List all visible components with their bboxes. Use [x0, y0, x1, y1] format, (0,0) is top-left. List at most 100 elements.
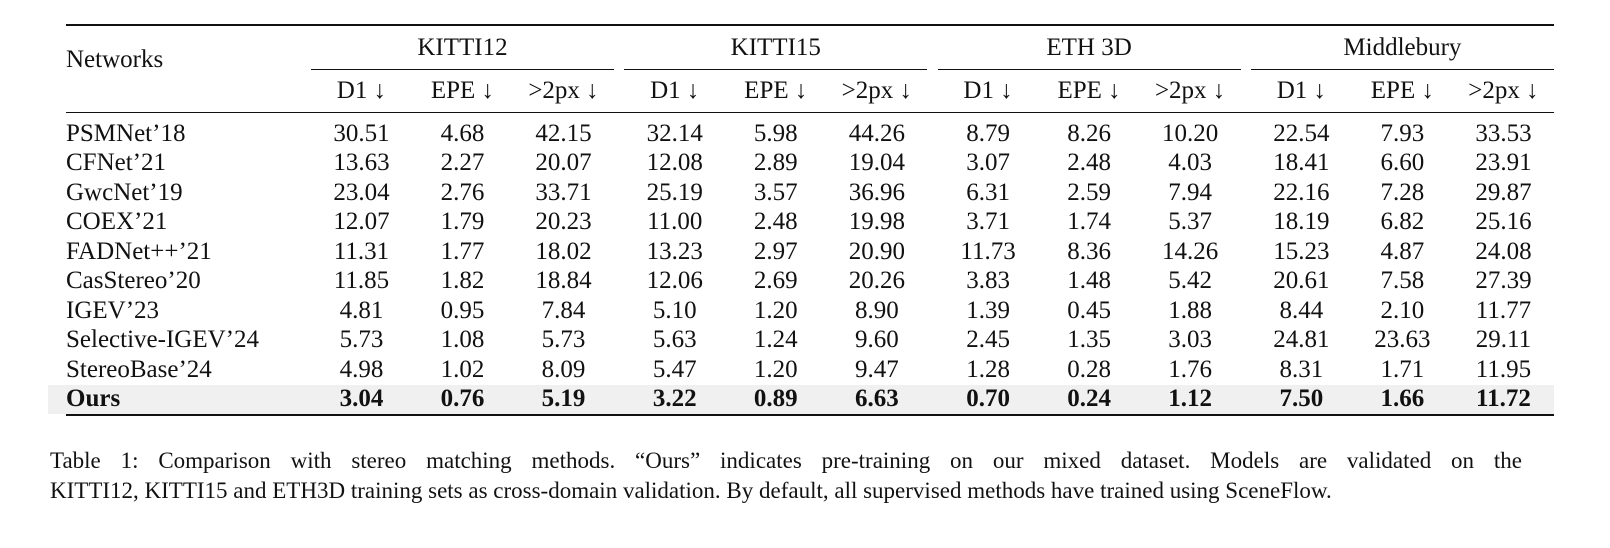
metric-value: 20.07 [535, 149, 592, 177]
metric-value: 12.08 [646, 149, 703, 177]
table-row: IGEV’23 4.81 0.95 7.84 5.10 1.20 8.90 1.39 0.45 1… [66, 296, 1554, 326]
table-row: FADNet++’21 11.31 1.77 18.02 13.23 2.97 20.90 1… [66, 237, 1554, 267]
metric-value: 19.04 [848, 149, 905, 177]
network-name: StereoBase’24 [66, 355, 212, 383]
metric-value: 24.08 [1475, 237, 1532, 265]
metric-value: 11.77 [1475, 296, 1532, 324]
metric-value: 0.45 [1067, 296, 1111, 324]
metric-header: D1 ↓ [937, 70, 1039, 113]
metric-value: 11.85 [333, 267, 390, 295]
gap-cell [927, 296, 937, 326]
metric-value: 1.48 [1067, 267, 1111, 295]
metric-value: 4.68 [440, 119, 485, 147]
network-name: IGEV’23 [66, 296, 160, 324]
metric-header-row: D1 ↓ EPE ↓ >2px ↓ D1 ↓ EPE ↓ >2px ↓ D1 ↓ EPE ↓ >… [66, 70, 1554, 113]
metric-value: 1.66 [1351, 384, 1453, 415]
metric-value: 2.45 [966, 326, 1010, 354]
gap-cell [1241, 326, 1251, 356]
metric-value: 5.42 [1168, 267, 1212, 295]
metric-header: D1 ↓ [624, 70, 726, 113]
table-row: CasStereo’20 11.85 1.82 18.84 12.06 2.69 20.26… [66, 267, 1554, 297]
metric-value: 7.58 [1380, 267, 1425, 295]
metric-value: 4.81 [339, 296, 384, 324]
metric-value: 4.03 [1168, 149, 1212, 177]
group-header-kitti15: KITTI15 [624, 25, 928, 70]
network-name: CFNet’21 [66, 149, 166, 177]
metric-value: 1.24 [753, 326, 798, 354]
metric-value: 7.28 [1380, 178, 1425, 206]
results-table-container: Networks KITTI12 KITTI15 ETH 3D Middlebu… [48, 24, 1555, 416]
metric-header: >2px ↓ [1139, 70, 1241, 113]
table-row: Ours 3.04 0.76 5.19 3.22 0.89 6.63 0.70 0.24 1.12… [48, 384, 1554, 415]
table-row: Selective-IGEV’24 5.73 1.08 5.73 5.63 1.24 9.6… [66, 326, 1554, 356]
metric-value: 2.76 [440, 178, 485, 206]
gap-cell [614, 296, 624, 326]
metric-value: 0.95 [440, 296, 485, 324]
gap-cell [1241, 267, 1251, 297]
gap-cell [614, 113, 624, 149]
gap-cell [1241, 355, 1251, 385]
metric-value: 42.15 [535, 119, 592, 147]
caption-line-2: KITTI12, KITTI15 and ETH3D training sets… [50, 478, 1332, 503]
network-name: Ours [48, 384, 311, 415]
metric-header: EPE ↓ [725, 70, 827, 113]
metric-value: 2.69 [753, 267, 798, 295]
metric-value: 1.39 [966, 296, 1010, 324]
metric-value: 3.57 [753, 178, 798, 206]
metric-value: 7.93 [1380, 119, 1425, 147]
metric-value: 8.26 [1067, 119, 1111, 147]
metric-value: 25.19 [646, 178, 703, 206]
metric-value: 1.79 [440, 208, 485, 236]
metric-value: 9.47 [854, 355, 899, 383]
network-name: COEX’21 [66, 208, 168, 236]
metric-value: 15.23 [1273, 237, 1330, 265]
metric-value: 2.59 [1067, 178, 1111, 206]
metric-value: 8.36 [1067, 237, 1111, 265]
metric-value: 6.60 [1380, 149, 1425, 177]
metric-value: 11.72 [1452, 384, 1554, 415]
metric-value: 5.73 [541, 326, 586, 354]
metric-value: 5.10 [652, 296, 697, 324]
metric-value: 20.23 [535, 208, 592, 236]
metric-value: 1.08 [440, 326, 485, 354]
table-row: StereoBase’24 4.98 1.02 8.09 5.47 1.20 9.47 1.2… [66, 355, 1554, 385]
gap-cell [927, 267, 937, 297]
metric-value: 8.79 [966, 119, 1010, 147]
metric-value: 5.19 [512, 384, 615, 415]
metric-value: 11.73 [960, 237, 1016, 265]
metric-value: 8.90 [854, 296, 899, 324]
gap-cell [927, 178, 937, 208]
metric-header: D1 ↓ [310, 70, 412, 113]
metric-value: 4.87 [1380, 237, 1425, 265]
metric-value: 2.10 [1380, 296, 1425, 324]
gap-cell [927, 149, 937, 179]
gap-cell [927, 326, 937, 356]
metric-value: 23.04 [333, 178, 390, 206]
metric-value: 3.07 [966, 149, 1010, 177]
metric-value: 1.12 [1139, 384, 1241, 415]
network-name: CasStereo’20 [66, 267, 201, 295]
gap-cell [927, 237, 937, 267]
metric-value: 24.81 [1273, 326, 1330, 354]
gap-cell [927, 208, 937, 238]
table-row: CFNet’21 13.63 2.27 20.07 12.08 2.89 19.04 3.07… [66, 149, 1554, 179]
metric-value: 19.98 [848, 208, 905, 236]
metric-value: 5.47 [652, 355, 697, 383]
group-header-middlebury: Middlebury [1250, 25, 1555, 70]
metric-value: 2.97 [753, 237, 798, 265]
metric-header: EPE ↓ [1351, 70, 1453, 113]
metric-value: 2.48 [753, 208, 798, 236]
table-row: GwcNet’19 23.04 2.76 33.71 25.19 3.57 36.96 6.3… [66, 178, 1554, 208]
metric-value: 3.04 [310, 384, 412, 415]
metric-value: 10.20 [1162, 119, 1219, 147]
metric-value: 1.77 [440, 237, 485, 265]
metric-value: 2.27 [440, 149, 485, 177]
metric-value: 1.82 [440, 267, 485, 295]
network-name: GwcNet’19 [66, 178, 183, 206]
metric-value: 5.73 [339, 326, 384, 354]
metric-value: 13.63 [333, 149, 390, 177]
metric-value: 20.26 [848, 267, 905, 295]
group-header-kitti12: KITTI12 [310, 25, 615, 70]
metric-value: 1.71 [1380, 355, 1425, 383]
gap-cell [614, 208, 624, 238]
